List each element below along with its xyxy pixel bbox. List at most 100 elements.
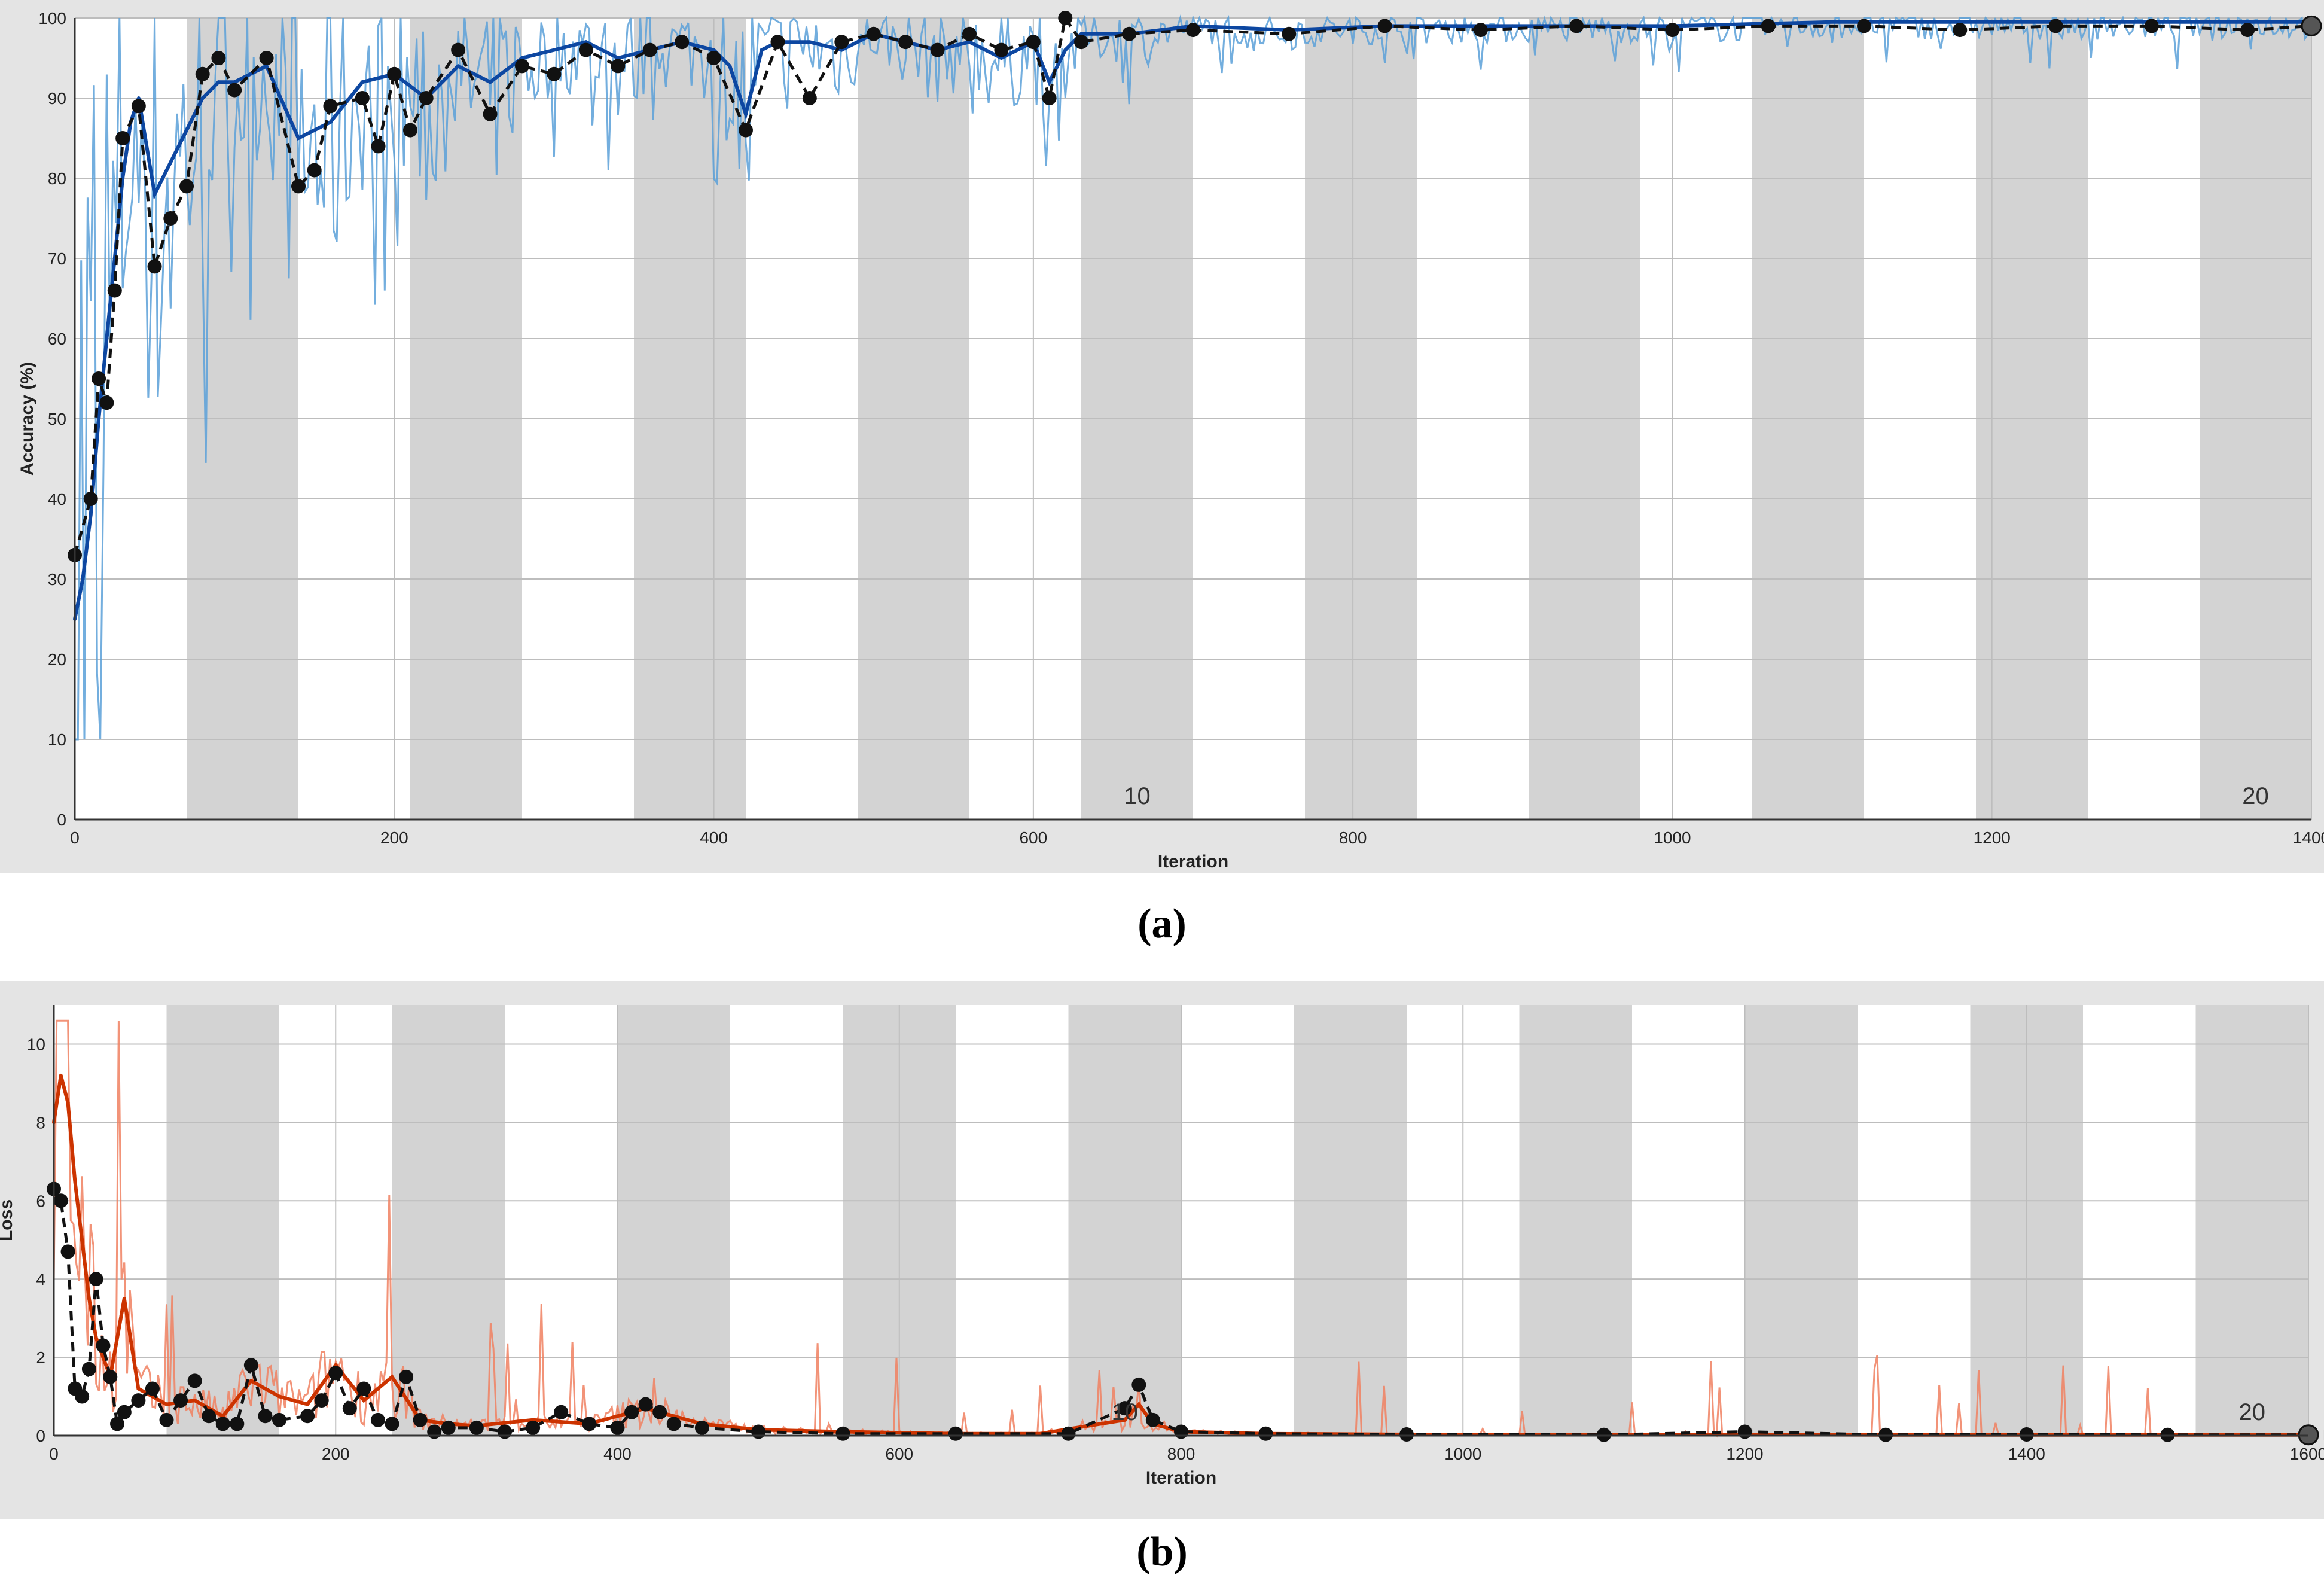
training-smoothed-point [297,136,300,140]
validation-point [610,1420,625,1435]
training-smoothed-point [169,160,173,165]
validation-point [1131,1377,1146,1392]
training-smoothed-point [362,1399,366,1403]
validation-point [834,35,849,50]
validation-point [526,1420,541,1435]
validation-point [202,1409,216,1424]
y-tick-label: 60 [48,330,66,348]
training-smoothed-point [136,1387,141,1391]
x-tick-label: 800 [1339,828,1367,847]
caption-a: (a) [1137,901,1187,947]
validation-point [81,1361,96,1376]
validation-point [323,99,338,114]
training-smoothed-point [153,192,157,196]
training-smoothed-point [552,48,556,52]
validation-point [115,131,130,145]
validation-point [1737,1424,1752,1439]
validation-point [399,1369,414,1384]
loss-chart: Final10200200400600800100012001400160002… [0,981,2324,1519]
validation-point [371,139,386,154]
validation-point [300,1409,315,1424]
validation-point [642,42,657,57]
validation-point [96,1338,111,1353]
training-smoothed-point [193,1399,197,1403]
validation-point [547,66,562,81]
validation-point [419,91,434,105]
training-smoothed-point [200,96,205,100]
y-tick-label: 100 [38,9,66,28]
validation-point [195,66,210,81]
validation-point [2144,19,2159,33]
training-smoothed-point [328,120,333,124]
epoch-label: 10 [1112,1399,1139,1425]
epoch-band [2195,1005,2308,1436]
validation-point [469,1420,484,1435]
validation-point [60,1244,75,1259]
validation-point [92,371,106,386]
y-tick-label: 80 [48,169,66,188]
validation-point [948,1426,963,1441]
x-tick-label: 1400 [2293,828,2324,847]
training-smoothed-point [94,1336,98,1340]
training-smoothed-point [249,1379,253,1383]
validation-line [73,14,2312,556]
training-smoothed-point [89,513,93,517]
training-smoothed-point [59,1073,63,1077]
validation-point [258,1409,273,1424]
validation-point [413,1412,428,1427]
x-tick-label: 800 [1167,1445,1195,1463]
validation-point [930,42,945,57]
validation-point [739,123,753,138]
validation-point [652,1405,667,1419]
x-tick-label: 1200 [1974,828,2011,847]
validation-point [994,42,1009,57]
y-tick-label: 10 [27,1035,45,1053]
training-smoothed-point [306,1402,310,1406]
training-smoothed-point [1123,1418,1127,1422]
y-tick-label: 30 [48,570,66,589]
validation-point [1174,1424,1188,1439]
validation-point [666,1417,681,1431]
validation-point [291,179,306,194]
validation-point [159,1412,174,1427]
validation-point [75,1389,90,1404]
validation-point [1258,1426,1273,1441]
validation-point [866,26,881,41]
validation-point [770,35,785,50]
training-smoothed-point [164,1402,169,1406]
epoch-band [392,1005,505,1436]
training-smoothed-point [73,1179,77,1183]
validation-point [131,99,146,114]
validation-point [578,42,593,57]
training-smoothed-point [105,337,109,340]
validation-point [342,1401,357,1416]
validation-point [706,51,721,65]
validation-point [211,51,226,65]
x-tick-label: 400 [603,1445,632,1463]
validation-point [1026,35,1041,50]
validation-point [53,1193,68,1208]
x-tick-label: 1000 [1444,1445,1481,1463]
validation-point [1399,1427,1414,1442]
validation-point [117,1405,132,1419]
validation-point [173,1393,188,1408]
validation-point [1042,91,1057,105]
validation-point [1761,19,1776,33]
validation-point [441,1420,456,1435]
validation-point [1058,11,1073,25]
x-tick-label: 1600 [2290,1445,2324,1463]
epoch-band [1294,1005,1407,1436]
training-smoothed-point [81,577,85,581]
x-axis-label: Iteration [1158,852,1228,872]
validation-point [483,106,498,121]
validation-point [624,1405,639,1419]
validation-point [272,1412,286,1427]
training-raw-series [75,14,2313,741]
y-tick-label: 0 [36,1427,45,1445]
validation-point [107,283,122,298]
validation-point [387,66,402,81]
validation-point [179,179,194,194]
validation-point [355,91,370,105]
validation-point [675,35,690,50]
y-tick-label: 10 [48,730,66,749]
